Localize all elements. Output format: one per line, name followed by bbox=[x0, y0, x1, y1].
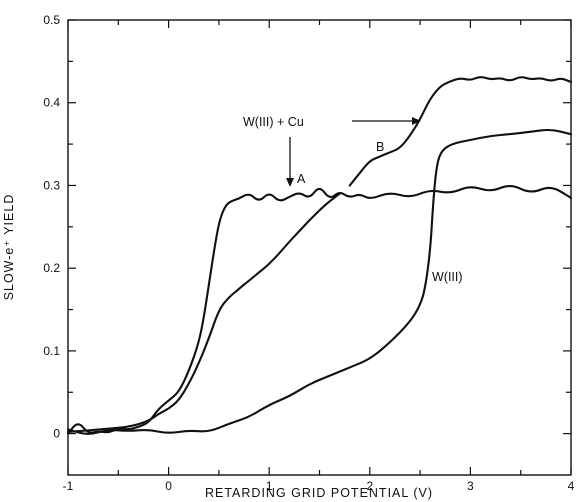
y-tick-label: 0.5 bbox=[43, 13, 60, 27]
x-tick-label: 4 bbox=[568, 479, 575, 493]
series-line-2 bbox=[348, 76, 573, 187]
axis-tick-labels: -1 0 1 2 3 4 0 0.1 0.2 0.3 0.4 0.5 bbox=[43, 13, 574, 493]
annotation-wiiicu: W(III) + Cu bbox=[243, 115, 304, 129]
annotations: W(III) + Cu A B W(III) bbox=[243, 115, 463, 284]
x-tick-label: 1 bbox=[266, 479, 273, 493]
axis-ticks bbox=[67, 19, 572, 475]
x-tick-label: 3 bbox=[467, 479, 474, 493]
y-tick-label: 0.4 bbox=[43, 96, 60, 110]
arrow-head-a bbox=[286, 178, 294, 187]
x-tick-label: 2 bbox=[366, 479, 373, 493]
y-axis-label: SLOW-e⁺ YIELD bbox=[2, 194, 16, 301]
series-lines bbox=[66, 76, 573, 435]
annotation-wiii: W(III) bbox=[432, 270, 463, 284]
y-tick-label: 0 bbox=[53, 427, 60, 441]
annotation-b: B bbox=[376, 140, 384, 154]
series-line-0 bbox=[66, 185, 573, 435]
annotation-a: A bbox=[297, 172, 306, 186]
x-tick-label: 0 bbox=[165, 479, 172, 493]
y-tick-label: 0.2 bbox=[43, 261, 60, 275]
x-tick-label: -1 bbox=[63, 479, 74, 493]
arrow-head-cu bbox=[412, 117, 421, 125]
y-tick-label: 0.3 bbox=[43, 178, 60, 192]
series-line-3 bbox=[66, 128, 573, 435]
x-axis-label: RETARDING GRID POTENTIAL (V) bbox=[205, 486, 433, 500]
plot-frame bbox=[67, 19, 572, 476]
y-tick-label: 0.1 bbox=[43, 344, 60, 358]
series-line-1 bbox=[66, 192, 341, 434]
